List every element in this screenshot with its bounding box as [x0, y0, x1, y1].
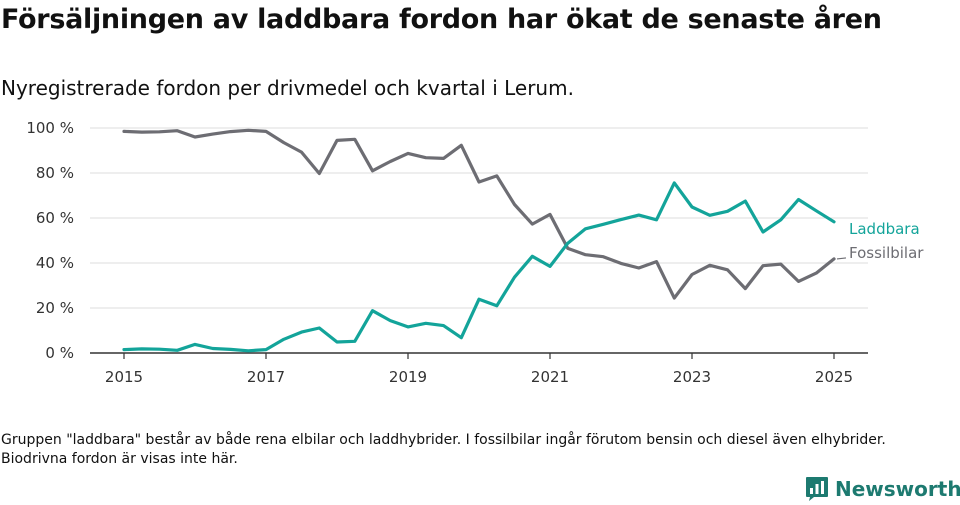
y-tick-label: 40 %	[36, 254, 74, 272]
x-tick-label: 2017	[247, 368, 285, 386]
chart-title: Försäljningen av laddbara fordon har öka…	[1, 4, 882, 35]
y-tick-label: 80 %	[36, 164, 74, 182]
newsworthy-logo-icon	[806, 477, 828, 501]
y-tick-label: 100 %	[26, 119, 74, 137]
series-label-fossilbilar: Fossilbilar	[849, 244, 924, 262]
series-label-connector	[836, 257, 847, 260]
y-tick-label: 0 %	[45, 344, 74, 362]
line-chart: 0 % 20 % 40 % 60 % 80 % 100 % 2015 2017 2019 202…	[26, 119, 924, 386]
series-line-laddbara	[122, 181, 836, 353]
series-labels: Fossilbilar Laddbara	[836, 220, 924, 262]
y-tick-label: 20 %	[36, 299, 74, 317]
x-tick-label: 2025	[815, 368, 853, 386]
chart-subtitle: Nyregistrerade fordon per drivmedel och …	[1, 76, 574, 100]
y-axis: 0 % 20 % 40 % 60 % 80 % 100 %	[26, 119, 74, 362]
x-tick-label: 2023	[673, 368, 711, 386]
x-tick-label: 2021	[531, 368, 569, 386]
series-label-laddbara: Laddbara	[849, 220, 920, 238]
brand-name: Newsworthy	[835, 477, 960, 501]
y-tick-label: 60 %	[36, 209, 74, 227]
x-tick-label: 2019	[389, 368, 427, 386]
series-line-fossilbilar	[122, 128, 836, 300]
gridlines	[90, 127, 868, 309]
brand-logo[interactable]: Newsworthy	[805, 476, 960, 502]
series-lines	[122, 128, 836, 353]
x-tick-label: 2015	[105, 368, 143, 386]
x-axis: 2015 2017 2019 2021 2023 2025	[90, 352, 868, 386]
footnote: Gruppen "laddbara" består av både rena e…	[1, 432, 886, 467]
